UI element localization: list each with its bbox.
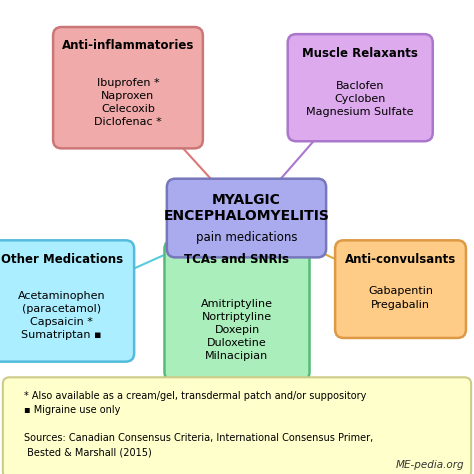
Text: MYALGIC
ENCEPHALOMYELITIS: MYALGIC ENCEPHALOMYELITIS (164, 192, 329, 223)
Text: Other Medications: Other Medications (0, 253, 123, 266)
Text: TCAs and SNRIs: TCAs and SNRIs (184, 253, 290, 266)
Text: Ibuprofen *
Naproxen
Celecoxib
Diclofenac *: Ibuprofen * Naproxen Celecoxib Diclofena… (94, 78, 162, 127)
FancyBboxPatch shape (53, 27, 203, 148)
FancyBboxPatch shape (3, 377, 471, 474)
Text: ME-pedia.org: ME-pedia.org (396, 460, 465, 470)
Text: Baclofen
Cycloben
Magnesium Sulfate: Baclofen Cycloben Magnesium Sulfate (307, 81, 414, 117)
FancyBboxPatch shape (164, 240, 310, 381)
Text: Acetaminophen
(paracetamol)
Capsaicin *
Sumatriptan ▪: Acetaminophen (paracetamol) Capsaicin * … (18, 291, 105, 340)
FancyBboxPatch shape (335, 240, 466, 338)
Text: Amitriptyline
Nortriptyline
Doxepin
Duloxetine
Milnacipian: Amitriptyline Nortriptyline Doxepin Dulo… (201, 299, 273, 361)
Text: * Also available as a cream/gel, transdermal patch and/or suppository
▪ Migraine: * Also available as a cream/gel, transde… (24, 391, 373, 457)
Text: Gabapentin
Pregabalin: Gabapentin Pregabalin (368, 286, 433, 310)
FancyBboxPatch shape (0, 240, 134, 362)
FancyBboxPatch shape (167, 179, 326, 257)
Text: Muscle Relaxants: Muscle Relaxants (302, 46, 418, 60)
Text: Anti-convulsants: Anti-convulsants (345, 253, 456, 266)
Text: Anti-inflammatories: Anti-inflammatories (62, 39, 194, 53)
Text: pain medications: pain medications (196, 231, 297, 245)
FancyBboxPatch shape (288, 34, 433, 141)
